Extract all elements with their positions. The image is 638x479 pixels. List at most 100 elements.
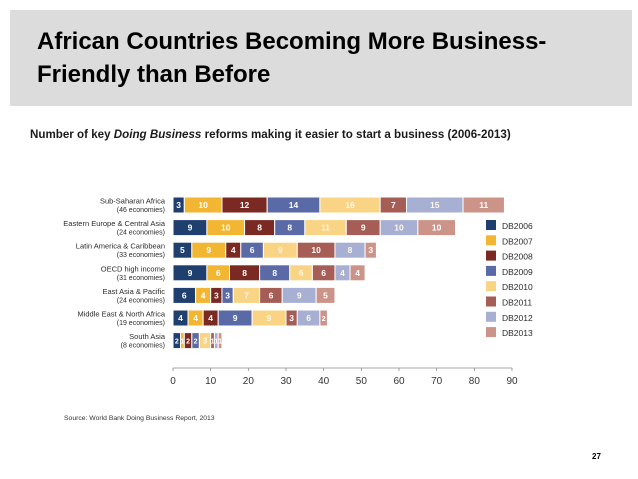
bar-value-label: 9 — [233, 313, 238, 323]
bar-value-label: 1 — [211, 339, 215, 346]
bar-value-label: 14 — [289, 200, 299, 210]
bar-value-label: 9 — [278, 245, 283, 255]
category-note: (24 economies) — [117, 297, 165, 304]
legend-swatch-DB2006 — [486, 220, 496, 230]
bar-value-label: 3 — [225, 290, 230, 300]
legend-swatch-DB2009 — [486, 265, 496, 276]
category-note: (46 economies) — [117, 207, 165, 214]
bar-segment-DB2013 — [319, 309, 328, 327]
subtitle-emphasis: Doing Business — [113, 128, 202, 141]
x-tick-label: 30 — [280, 376, 292, 387]
category-label: OECD high income — [101, 264, 165, 273]
subtitle-prefix: Number of key — [30, 128, 114, 141]
bar-value-label: 10 — [432, 223, 442, 233]
bar-value-label: 2 — [322, 316, 326, 323]
category-label: Middle East & North Africa — [77, 310, 165, 319]
x-tick-label: 60 — [393, 376, 405, 387]
bar-value-label: 8 — [287, 223, 292, 233]
bar-value-label: 6 — [182, 290, 187, 300]
bar-value-label: 9 — [188, 223, 193, 233]
bar-value-label: 10 — [221, 223, 231, 233]
bar-segment-DB2013 — [315, 286, 336, 304]
bar-value-label: 12 — [240, 200, 250, 210]
legend-swatch-DB2012 — [486, 311, 496, 322]
category-label: South Asia — [129, 332, 166, 341]
chart-subtitle: Number of key Doing Business reforms mak… — [30, 128, 620, 141]
bar-value-label: 15 — [430, 200, 440, 210]
bar-value-label: 3 — [214, 290, 219, 300]
bar-value-label: 2 — [175, 339, 179, 346]
legend-label-DB2013: DB2013 — [502, 328, 533, 338]
bar-value-label: 2 — [194, 339, 198, 346]
source-note: Source: World Bank Doing Business Report… — [64, 415, 215, 422]
bar-segment-DB2013 — [349, 264, 366, 282]
x-tick-label: 40 — [318, 376, 330, 387]
legend-swatch-DB2013 — [486, 327, 496, 338]
bar-value-label: 6 — [269, 290, 274, 300]
category-label: Eastern Europe & Central Asia — [63, 219, 166, 228]
x-tick-label: 50 — [356, 376, 368, 387]
legend-swatch-DB2011 — [486, 296, 496, 307]
bar-value-label: 8 — [242, 268, 247, 278]
bar-value-label: 1 — [214, 339, 218, 346]
legend-label-DB2010: DB2010 — [502, 282, 533, 292]
bar-segment-DB2013 — [364, 241, 377, 259]
bar-value-label: 4 — [340, 268, 345, 278]
bar-value-label: 10 — [394, 223, 404, 233]
bar-segment-DB2013 — [462, 196, 505, 214]
subtitle-suffix: reforms making it easier to start a busi… — [201, 128, 511, 141]
legend-swatch-DB2007 — [486, 235, 496, 246]
bar-value-label: 9 — [206, 245, 211, 255]
bar-value-label: 6 — [216, 268, 221, 278]
category-note: (19 economies) — [117, 320, 165, 327]
x-tick-label: 90 — [506, 376, 518, 387]
x-tick-label: 20 — [243, 376, 255, 387]
legend-label-DB2011: DB2011 — [502, 298, 532, 308]
bar-value-label: 9 — [188, 268, 193, 278]
x-tick-label: 80 — [469, 376, 481, 387]
bar-value-label: 6 — [306, 313, 311, 323]
category-note: (24 economies) — [117, 230, 165, 237]
bar-value-label: 4 — [193, 313, 198, 323]
title-band — [10, 10, 632, 106]
x-tick-label: 10 — [205, 376, 217, 387]
bar-segment-DB2013 — [417, 219, 457, 237]
bar-segment-DB2013 — [217, 332, 223, 350]
bar-value-label: 3 — [368, 245, 373, 255]
bar-value-label: 8 — [348, 245, 353, 255]
category-note: (8 economies) — [121, 343, 165, 350]
category-note: (31 economies) — [117, 275, 165, 282]
legend-swatch-DB2010 — [486, 281, 496, 292]
bar-value-label: 1 — [218, 339, 222, 346]
bar-value-label: 11 — [321, 223, 330, 233]
bar-value-label: 7 — [244, 290, 249, 300]
bar-value-label: 4 — [178, 313, 183, 323]
bar-value-label: 3 — [203, 336, 208, 346]
category-note: (33 economies) — [117, 252, 165, 259]
bar-value-label: 11 — [479, 200, 488, 210]
bar-value-label: 6 — [299, 268, 304, 278]
slide-title: African Countries Becoming More Business… — [37, 28, 547, 88]
page-number: 27 — [592, 452, 601, 461]
bar-value-label: 4 — [208, 313, 213, 323]
bar-value-label: 4 — [355, 268, 360, 278]
bar-value-label: 10 — [311, 245, 321, 255]
bar-value-label: 5 — [323, 290, 328, 300]
bar-value-label: 16 — [345, 200, 355, 210]
x-tick-label: 70 — [431, 376, 443, 387]
bar-value-label: 3 — [289, 313, 294, 323]
bar-value-label: 9 — [267, 313, 272, 323]
bar-value-label: 6 — [321, 268, 326, 278]
bar-value-label: 7 — [391, 200, 396, 210]
bar-value-label: 8 — [272, 268, 277, 278]
category-label: Sub-Saharan Africa — [100, 197, 166, 206]
bar-value-label: 2 — [186, 339, 190, 346]
legend-swatch-DB2008 — [486, 250, 496, 261]
legend-label-DB2008: DB2008 — [502, 252, 533, 262]
category-label: Latin America & Caribbean — [76, 242, 165, 251]
bar-value-label: 9 — [361, 223, 366, 233]
x-tick-label: 0 — [170, 376, 176, 387]
legend-label-DB2006: DB2006 — [502, 221, 533, 231]
legend-label-DB2012: DB2012 — [502, 313, 533, 323]
